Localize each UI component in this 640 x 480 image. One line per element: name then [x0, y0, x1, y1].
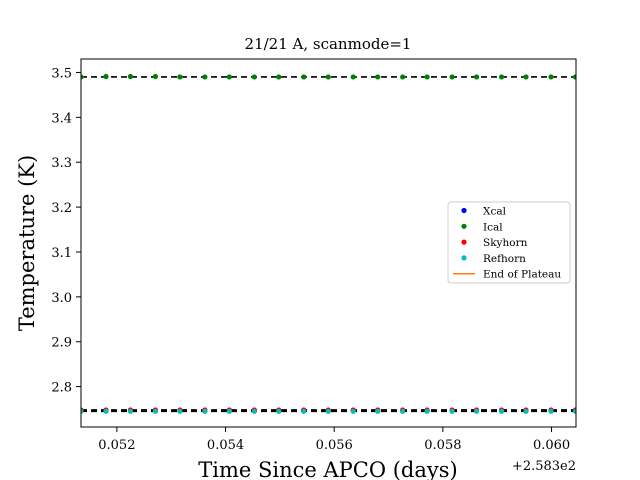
point-ical-12 — [375, 74, 381, 80]
point-refhorn-10 — [325, 408, 331, 414]
legend-marker-xcal — [461, 207, 467, 214]
point-ical-2 — [127, 73, 134, 80]
point-refhorn-19 — [548, 408, 554, 414]
plot-frame — [80, 58, 577, 428]
point-ical-19 — [548, 74, 554, 80]
point-refhorn-2 — [127, 408, 134, 414]
point-refhorn-0 — [81, 408, 84, 414]
y-tick-label-3: 3.1 — [51, 246, 72, 261]
legend-label-xcal: Xcal — [483, 206, 507, 218]
point-ical-1 — [103, 73, 109, 80]
legend-marker-ical — [461, 223, 467, 229]
point-ical-6 — [226, 74, 232, 80]
point-refhorn-3 — [152, 408, 159, 414]
point-ical-15 — [449, 74, 455, 80]
legend-label-refhorn: Refhorn — [483, 253, 526, 265]
y-tick-label-1: 2.9 — [51, 336, 72, 351]
point-ical-8 — [276, 74, 282, 80]
point-refhorn-9 — [301, 408, 307, 414]
point-ical-9 — [301, 74, 307, 80]
x-tick-label-1: 0.054 — [207, 438, 244, 453]
point-ical-7 — [251, 74, 257, 80]
legend-label-end-of-plateau: End of Plateau — [483, 269, 561, 281]
point-ical-20 — [572, 74, 576, 80]
legend-frame — [447, 201, 571, 284]
x-tick-label-3: 0.058 — [424, 438, 461, 453]
y-tick-label-7: 3.5 — [51, 66, 72, 81]
y-tick-label-5: 3.3 — [51, 156, 72, 171]
y-axis-label: Temperature (K) — [15, 155, 39, 331]
point-refhorn-1 — [103, 408, 109, 414]
point-refhorn-16 — [473, 408, 480, 414]
point-refhorn-17 — [498, 408, 505, 414]
point-ical-10 — [325, 74, 331, 80]
point-ical-18 — [523, 74, 529, 80]
point-refhorn-12 — [375, 408, 381, 414]
point-refhorn-11 — [350, 408, 356, 414]
x-axis-label: Time Since APCO (days) — [198, 458, 457, 480]
point-ical-4 — [177, 74, 183, 80]
y-tick-label-2: 3.0 — [51, 291, 72, 306]
point-ical-0 — [81, 74, 84, 80]
point-refhorn-8 — [276, 408, 282, 414]
point-refhorn-15 — [449, 408, 455, 414]
x-tick-label-2: 0.056 — [316, 438, 353, 453]
point-ical-17 — [498, 74, 505, 80]
point-refhorn-13 — [400, 408, 406, 414]
point-refhorn-6 — [226, 408, 232, 414]
point-ical-11 — [350, 74, 356, 80]
point-ical-16 — [473, 74, 480, 80]
point-refhorn-14 — [424, 408, 430, 414]
point-ical-14 — [424, 74, 430, 80]
x-tick-label-4: 0.060 — [533, 438, 570, 453]
legend-marker-refhorn — [461, 255, 467, 261]
point-ical-3 — [152, 73, 159, 80]
legend: Xcal Ical Skyhorn Refhorn End of Plateau — [447, 201, 571, 284]
point-refhorn-18 — [523, 408, 529, 414]
point-refhorn-5 — [202, 408, 208, 414]
point-ical-5 — [202, 74, 208, 80]
legend-label-ical: Ical — [483, 221, 503, 233]
y-tick-label-0: 2.8 — [51, 381, 72, 396]
plot-clipped-group — [81, 73, 576, 414]
x-axis-offset-label: +2.583e2 — [512, 459, 576, 474]
chart-title: 21/21 A, scanmode=1 — [245, 35, 412, 53]
plot-area: 0.052 0.054 0.056 0.058 0.060 2.8 2.9 3.0 3.1 3.2… — [51, 58, 577, 453]
x-tick-label-0: 0.052 — [98, 438, 135, 453]
y-tick-label-4: 3.2 — [51, 201, 72, 216]
legend-label-skyhorn: Skyhorn — [483, 237, 528, 249]
point-refhorn-7 — [251, 408, 257, 414]
point-refhorn-20 — [572, 408, 576, 414]
y-tick-label-6: 3.4 — [51, 111, 72, 126]
point-ical-13 — [400, 74, 406, 80]
point-refhorn-4 — [177, 408, 183, 414]
legend-marker-skyhorn — [461, 239, 467, 245]
